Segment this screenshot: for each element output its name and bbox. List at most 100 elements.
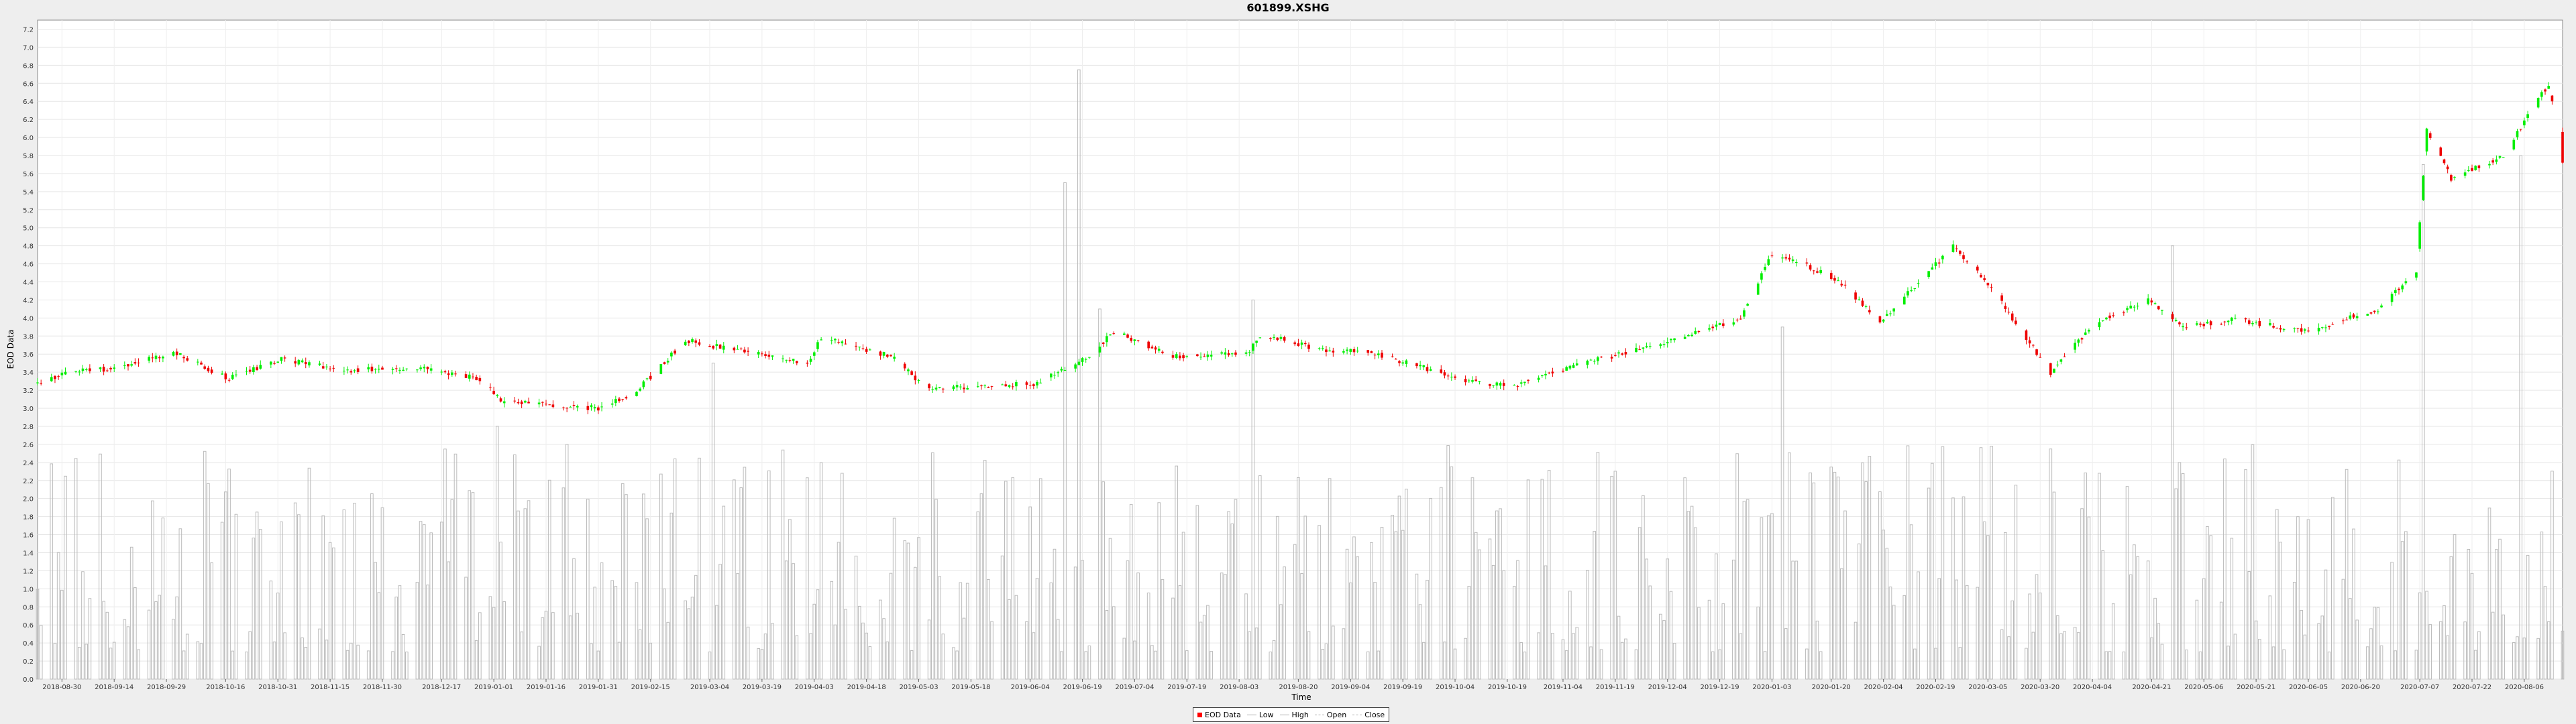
candle-body <box>1770 255 1774 257</box>
volume-bar <box>816 589 820 680</box>
candle-body <box>468 374 471 379</box>
candle-body <box>2004 306 2007 310</box>
volume-bar <box>1620 642 1624 680</box>
candle-body <box>1478 381 1481 382</box>
volume-bar <box>471 492 475 680</box>
candle-body <box>2471 168 2473 171</box>
candle-body <box>712 345 715 349</box>
candle <box>1516 385 1519 391</box>
candle <box>2101 320 2104 322</box>
candle-body <box>450 372 453 375</box>
volume-bar <box>1227 511 1230 680</box>
candle <box>186 356 189 362</box>
candle-body <box>2320 327 2324 328</box>
candle <box>691 337 694 344</box>
candle-body <box>1182 355 1185 359</box>
candle <box>527 398 530 404</box>
candle <box>440 369 443 375</box>
candle <box>1106 333 1108 347</box>
candle-body <box>698 342 701 345</box>
candle-body <box>1795 262 1798 263</box>
candle-body <box>419 367 422 369</box>
candle <box>2220 322 2223 326</box>
candle-body <box>1812 270 1815 272</box>
candle <box>175 348 178 360</box>
candle-body <box>1662 344 1666 345</box>
volume-bar <box>1394 531 1398 680</box>
candle <box>350 369 353 375</box>
candle <box>590 403 593 411</box>
candle-body <box>1084 359 1087 360</box>
candle <box>2415 272 2418 281</box>
candle-body <box>2324 327 2327 328</box>
candle <box>610 399 614 408</box>
volume-bar <box>1470 477 1474 680</box>
volume-bar <box>405 652 409 680</box>
candle-body <box>2491 160 2494 163</box>
candle <box>712 345 715 350</box>
volume-bar <box>1812 482 1816 680</box>
candle-body <box>151 357 154 359</box>
candle-body <box>1885 314 1888 316</box>
volume-bar <box>1617 615 1621 680</box>
volume-bar <box>1756 606 1760 680</box>
candle-body <box>1049 373 1053 377</box>
volume-bar <box>1175 465 1179 680</box>
candle <box>447 370 450 379</box>
candle-body <box>1962 255 1965 259</box>
candle <box>1150 345 1154 349</box>
candle <box>1756 282 1760 295</box>
candle-body <box>2178 322 2181 324</box>
volume-bar <box>178 528 182 680</box>
volume-bar <box>2073 627 2077 680</box>
candle <box>54 375 56 383</box>
candle <box>321 361 325 369</box>
candle-body <box>2206 321 2209 324</box>
candle <box>788 357 792 363</box>
candle <box>2328 325 2330 330</box>
candle-body <box>621 399 625 400</box>
y-axis-label: EOD Data <box>6 330 15 369</box>
candle-body <box>1426 367 1429 371</box>
volume-bar <box>154 601 158 680</box>
volume-bar <box>2244 469 2247 680</box>
candle <box>914 371 917 385</box>
candle-body <box>1133 339 1136 341</box>
candle-body <box>1474 379 1477 381</box>
volume-bar <box>2025 648 2028 680</box>
volume-bar <box>1380 526 1384 680</box>
candle-body <box>1011 386 1014 387</box>
volume-bar <box>1038 478 1042 680</box>
volume-bar <box>885 642 890 680</box>
candle <box>1401 360 1404 366</box>
candle <box>1760 271 1763 284</box>
candle-body <box>1063 369 1067 371</box>
candle-body <box>743 349 746 353</box>
volume-bar <box>2174 488 2178 680</box>
volume-bar <box>297 514 301 680</box>
volume-bar <box>1784 628 1788 680</box>
candle-body <box>381 367 384 370</box>
volume-bar <box>1049 582 1053 680</box>
candle <box>2390 292 2394 306</box>
volume-bar <box>2104 651 2108 680</box>
candle-body <box>1210 355 1213 357</box>
volume-bar <box>203 450 207 680</box>
candle <box>2088 328 2090 334</box>
candle <box>1840 280 1843 288</box>
candle <box>356 365 360 375</box>
volume-bar <box>833 624 837 680</box>
volume-bar <box>1254 627 1258 680</box>
candle-body <box>2157 306 2160 310</box>
volume-bar <box>2198 651 2202 680</box>
volume-bar <box>1537 632 1540 680</box>
candle-body <box>2349 315 2352 319</box>
volume-bar <box>1391 514 1394 680</box>
candle-body <box>85 369 88 371</box>
candle-body <box>955 385 959 387</box>
candle <box>1346 347 1348 355</box>
candle <box>1735 318 1739 322</box>
candle-body <box>1248 352 1251 353</box>
volume-bar <box>1405 489 1408 680</box>
candle <box>1819 266 1822 275</box>
